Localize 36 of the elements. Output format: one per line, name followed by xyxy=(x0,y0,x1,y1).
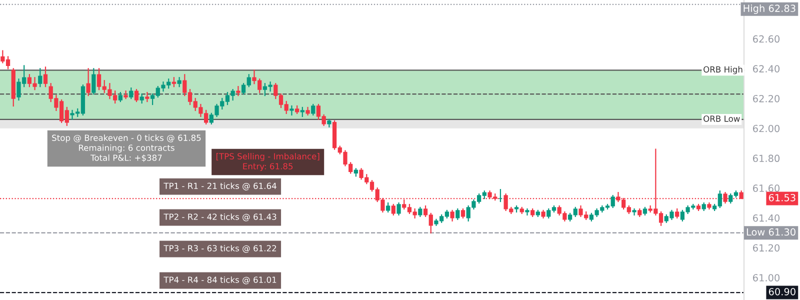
ref-line-label: High 62.83 xyxy=(744,4,796,14)
candlestick xyxy=(391,204,396,216)
candlestick xyxy=(43,66,48,88)
y-tick-label: 61.00 xyxy=(753,274,780,282)
ref-line-label: ORB Low xyxy=(704,116,740,122)
candlestick xyxy=(290,105,294,116)
y-tick-label: 61.40 xyxy=(753,214,780,222)
candlestick xyxy=(525,208,530,216)
annotation: TP2 - R2 - 42 ticks @ 61.43 xyxy=(164,213,276,222)
annotation: [TPS Selling - Imbalance] Entry: 61.85 xyxy=(216,152,320,172)
y-tick-label: 61.80 xyxy=(753,154,780,162)
candlestick xyxy=(396,202,401,216)
ref-line-label: 60.90 xyxy=(768,288,796,296)
candlestick xyxy=(456,208,460,220)
candlestick xyxy=(92,68,96,95)
candlestick xyxy=(38,68,42,88)
y-tick-label: 61.60 xyxy=(753,184,780,192)
candlestick xyxy=(134,88,139,102)
y-tick-label: 62.60 xyxy=(753,35,780,43)
y-tick-label: 62.20 xyxy=(753,94,780,102)
y-tick-label: 61.20 xyxy=(753,244,780,252)
annotation: Stop @ Breakeven - 0 ticks @ 61.85 Remaining: 6 contracts Total P&L: +$387 xyxy=(52,134,201,162)
ref-line-label: 61.53 xyxy=(768,194,796,202)
annotation: TP1 - R1 - 21 ticks @ 61.64 xyxy=(164,182,276,190)
candlestick xyxy=(86,68,90,96)
ref-line-label: Low 61.30 xyxy=(746,228,796,236)
y-tick-label: 62.00 xyxy=(753,124,780,132)
candlestick xyxy=(129,88,134,100)
y-tick-label: 62.40 xyxy=(753,65,780,72)
candlestick xyxy=(632,208,636,216)
annotation: TP4 - R4 - 84 ticks @ 61.01 xyxy=(164,276,276,284)
candlestick xyxy=(450,210,454,222)
annotation: TP3 - R3 - 63 ticks @ 61.22 xyxy=(164,244,276,253)
candlestick xyxy=(124,90,128,100)
ref-line-label: ORB High xyxy=(704,66,742,74)
candlestick xyxy=(311,104,316,116)
